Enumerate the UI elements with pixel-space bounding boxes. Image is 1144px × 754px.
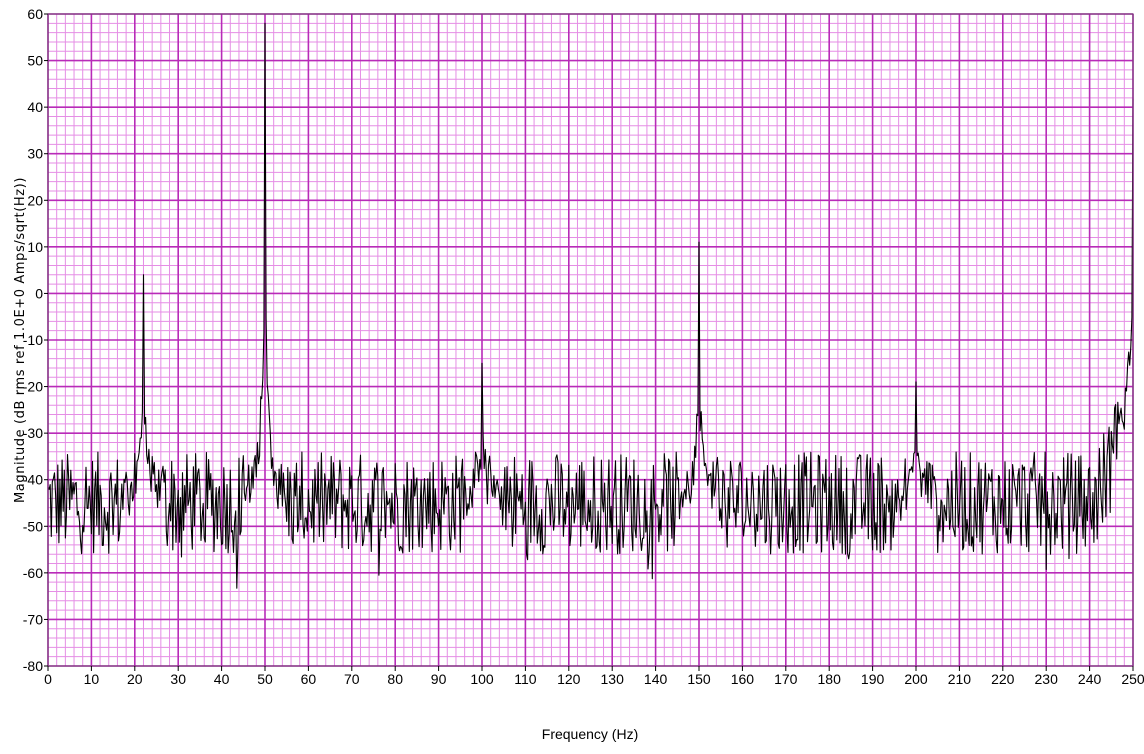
x-tick-label: 140 <box>644 671 668 687</box>
y-tick-label: -20 <box>23 379 43 395</box>
y-tick-label: -10 <box>23 332 43 348</box>
y-tick-label: 20 <box>27 192 43 208</box>
x-tick-label: 220 <box>991 671 1015 687</box>
x-tick-label: 30 <box>170 671 186 687</box>
x-axis-label: Frequency (Hz) <box>542 726 638 742</box>
x-tick-label: 250 <box>1121 671 1144 687</box>
y-axis-label: Magnitude (dB rms ref 1.0E+0 Amps/sqrt(H… <box>13 177 28 503</box>
y-tick-label: -70 <box>23 611 43 627</box>
x-tick-label: 240 <box>1078 671 1102 687</box>
x-axis-ticks: 0 10 20 30 40 50 60 70 80 90 100 110 120 130 140 150 160… <box>44 666 1144 687</box>
x-tick-label: 210 <box>948 671 972 687</box>
y-tick-label: 60 <box>27 6 43 22</box>
y-tick-label: 50 <box>27 53 43 69</box>
x-tick-label: 90 <box>431 671 447 687</box>
x-tick-label: 80 <box>387 671 403 687</box>
x-tick-label: 0 <box>44 671 52 687</box>
x-tick-label: 180 <box>818 671 842 687</box>
y-axis-ticks: -80 -70 -60 -50 -40 -30 -20 -10 0 10 20 30 40 50 60 <box>23 6 48 674</box>
x-tick-label: 100 <box>470 671 494 687</box>
y-tick-label: -80 <box>23 658 43 674</box>
x-tick-label: 120 <box>557 671 581 687</box>
y-tick-label: 0 <box>35 285 43 301</box>
x-tick-label: 170 <box>774 671 798 687</box>
x-tick-label: 60 <box>301 671 317 687</box>
x-tick-label: 70 <box>344 671 360 687</box>
x-tick-label: 130 <box>601 671 625 687</box>
x-tick-label: 10 <box>84 671 100 687</box>
x-tick-label: 110 <box>514 671 537 687</box>
spectrum-trace <box>47 22 1134 589</box>
x-tick-label: 190 <box>861 671 885 687</box>
x-tick-label: 160 <box>731 671 755 687</box>
x-tick-label: 150 <box>687 671 711 687</box>
x-tick-label: 200 <box>904 671 928 687</box>
y-tick-label: -40 <box>23 472 43 488</box>
y-tick-label: 10 <box>27 239 43 255</box>
y-tick-label: -50 <box>23 518 43 534</box>
major-grid <box>47 13 1134 667</box>
x-tick-label: 20 <box>127 671 143 687</box>
x-tick-label: 230 <box>1035 671 1059 687</box>
y-tick-label: 40 <box>27 99 43 115</box>
x-tick-label: 50 <box>257 671 273 687</box>
y-tick-label: 30 <box>27 146 43 162</box>
y-tick-label: -60 <box>23 565 43 581</box>
x-tick-label: 40 <box>214 671 230 687</box>
y-tick-label: -30 <box>23 425 43 441</box>
